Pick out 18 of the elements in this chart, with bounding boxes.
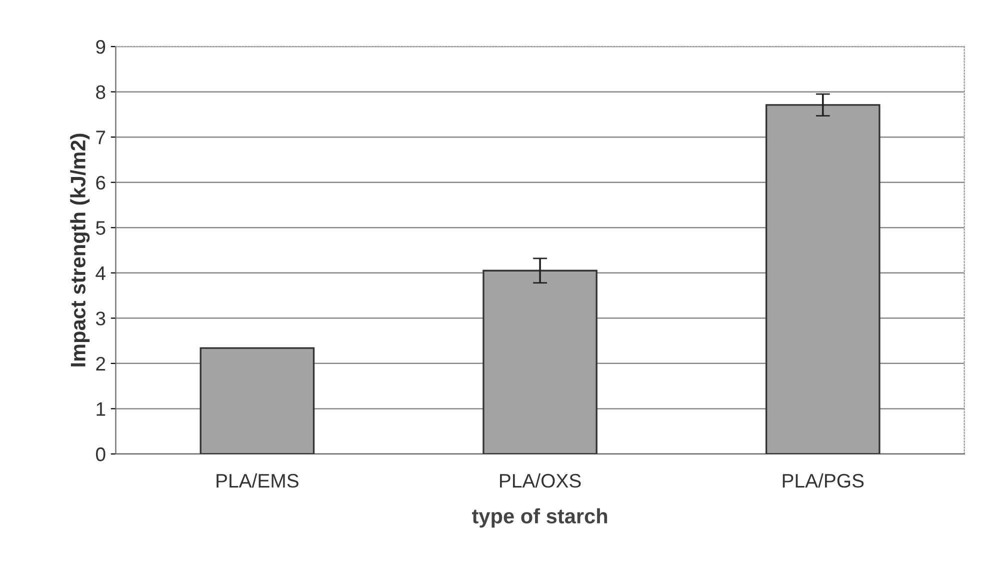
y-tick-label: 4 (96, 266, 106, 280)
y-tick-label: 8 (96, 85, 106, 100)
bar (482, 270, 598, 454)
y-tick-label: 1 (96, 402, 106, 416)
y-tick-label: 0 (96, 447, 106, 462)
x-tick-label: PLA/EMS (216, 473, 298, 488)
x-axis-title: type of starch (472, 508, 608, 528)
bar (765, 104, 880, 454)
bar (200, 347, 315, 454)
y-axis-title: Impact strength (kJ/m2) (70, 134, 90, 366)
y-tick-label: 5 (96, 221, 106, 235)
y-tick-label: 2 (96, 356, 106, 370)
y-tick-label: 3 (96, 312, 106, 326)
y-tick-label: 7 (96, 130, 106, 144)
y-tick-label: 6 (96, 176, 106, 190)
x-tick-label: PLA/PGS (782, 473, 864, 488)
y-tick-label: 9 (96, 40, 106, 54)
x-tick-label: PLA/OXS (500, 473, 581, 488)
